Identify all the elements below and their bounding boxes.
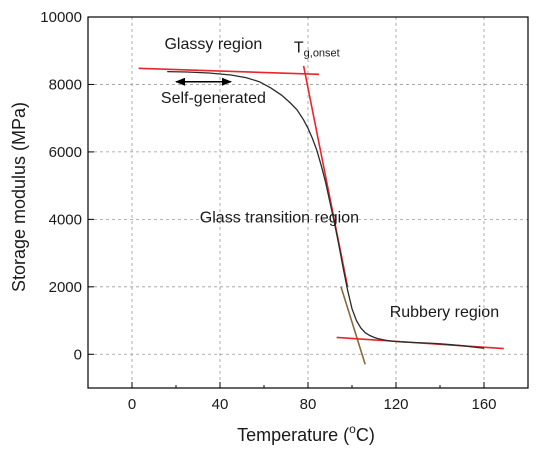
- x-axis-title-main: Temperature (: [237, 425, 349, 445]
- tg-onset-label: Tg,onset: [294, 39, 340, 59]
- axis-ticks: 0 40 80 120 160 0 2000 4000 6000 8000 10000: [40, 9, 529, 413]
- annotation-label: Glassy region: [164, 36, 262, 53]
- y-tick-label: 0: [74, 346, 82, 363]
- y-tick-label: 2000: [49, 279, 82, 296]
- y-tick-label: 10000: [40, 9, 82, 26]
- tg-onset-label-sub: g,onset: [304, 47, 340, 59]
- x-axis-title-sup: o: [349, 422, 356, 436]
- y-tick-label: 6000: [49, 144, 82, 161]
- tangent-line: [138, 67, 320, 76]
- x-tick-label: 120: [383, 396, 408, 413]
- x-tick-label: 40: [212, 396, 229, 413]
- annotation-label: Glass transition region: [200, 210, 359, 227]
- grid-lines: [88, 16, 528, 388]
- x-tick-label: 80: [300, 396, 317, 413]
- annotations: Glassy region Self-generated Glass transit…: [161, 36, 499, 321]
- x-axis-title: Temperature (oC): [237, 422, 375, 445]
- annotation-label: Self-generated: [161, 90, 266, 107]
- y-tick-label: 4000: [49, 211, 82, 228]
- x-axis-title-tail: C): [356, 425, 375, 445]
- x-tick-label: 0: [128, 396, 136, 413]
- x-tick-label: 160: [471, 396, 496, 413]
- data-series: [167, 70, 485, 349]
- tangent-line: [340, 286, 366, 365]
- tg-onset-label-main: T: [294, 39, 304, 56]
- series-line: [167, 70, 485, 349]
- annotation-label: Rubbery region: [390, 304, 499, 321]
- y-tick-label: 8000: [49, 76, 82, 93]
- y-axis-title: Storage modulus (MPa): [9, 102, 29, 292]
